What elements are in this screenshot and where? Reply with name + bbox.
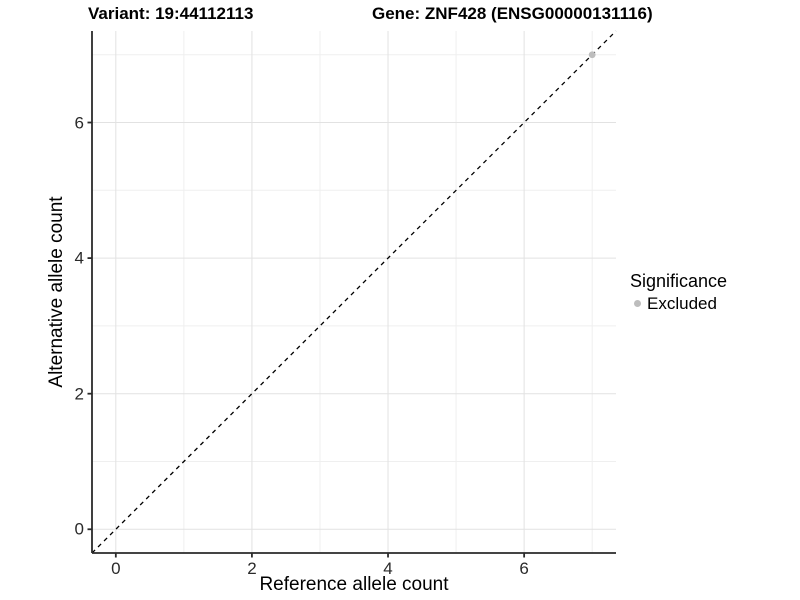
x-tick-label: 4 bbox=[383, 559, 393, 578]
data-point bbox=[588, 51, 596, 59]
legend-item-label: Excluded bbox=[647, 294, 717, 313]
legend-key-dot-icon bbox=[634, 300, 641, 307]
plot-panel-svg bbox=[87, 30, 617, 558]
y-tick-label: 2 bbox=[74, 384, 84, 404]
y-tick-label: 0 bbox=[74, 519, 84, 539]
y-axis-title: Alternative allele count bbox=[46, 196, 67, 388]
y-tick-label: 4 bbox=[74, 248, 84, 268]
legend: Significance Excluded bbox=[630, 271, 727, 314]
y-tick-label: 6 bbox=[74, 113, 84, 133]
x-tick-label: 2 bbox=[247, 559, 257, 578]
identity-reference-line bbox=[91, 30, 617, 554]
plot-title-gene: Gene: ZNF428 (ENSG00000131116) bbox=[372, 4, 653, 23]
x-tick-label: 0 bbox=[111, 559, 121, 578]
legend-title: Significance bbox=[630, 271, 728, 291]
chart-panel bbox=[87, 30, 617, 558]
x-axis-title: Reference allele count bbox=[259, 574, 449, 595]
x-tick-label: 6 bbox=[519, 559, 529, 578]
legend-item-excluded: Excluded bbox=[630, 293, 727, 314]
plot-title-variant: Variant: 19:44112113 bbox=[88, 4, 254, 23]
